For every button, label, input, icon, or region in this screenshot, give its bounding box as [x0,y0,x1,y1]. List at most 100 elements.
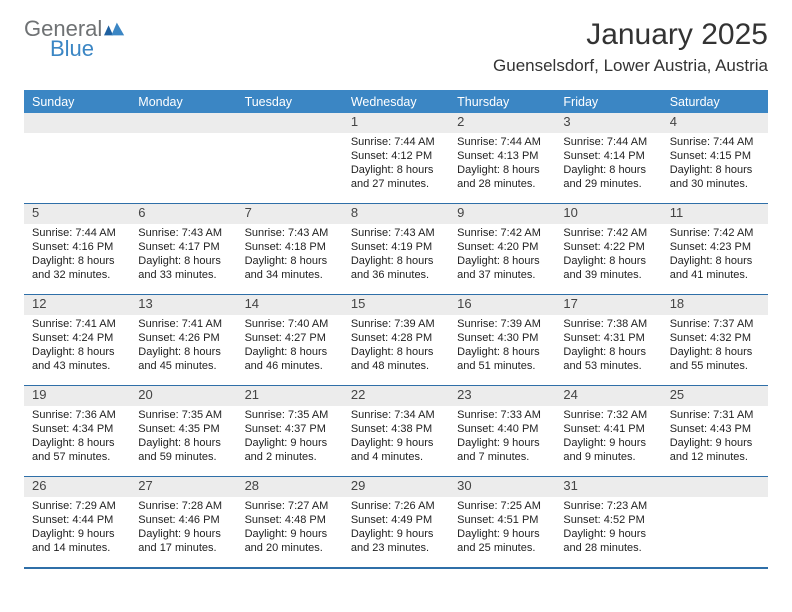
calendar-day: 16Sunrise: 7:39 AMSunset: 4:30 PMDayligh… [449,295,555,385]
calendar-week: ...1Sunrise: 7:44 AMSunset: 4:12 PMDayli… [24,113,768,203]
calendar-day: 31Sunrise: 7:23 AMSunset: 4:52 PMDayligh… [555,477,661,567]
day-detail-line: and 32 minutes. [32,268,122,282]
day-of-week-cell: Thursday [449,92,555,113]
day-detail-line: Sunrise: 7:29 AM [32,499,122,513]
day-of-week-cell: Sunday [24,92,130,113]
day-detail-line: Daylight: 9 hours [670,436,760,450]
day-number: 12 [24,295,130,315]
day-detail-line: Daylight: 9 hours [457,527,547,541]
day-detail-line: Daylight: 8 hours [138,345,228,359]
day-detail-line: Sunset: 4:34 PM [32,422,122,436]
day-number: 17 [555,295,661,315]
day-detail-line: and 25 minutes. [457,541,547,555]
day-details: Sunrise: 7:35 AMSunset: 4:37 PMDaylight:… [237,406,343,468]
day-detail-line: Sunset: 4:19 PM [351,240,441,254]
day-detail-line: Sunrise: 7:27 AM [245,499,335,513]
day-of-week-header: SundayMondayTuesdayWednesdayThursdayFrid… [24,92,768,113]
day-detail-line: Sunset: 4:49 PM [351,513,441,527]
day-details: Sunrise: 7:38 AMSunset: 4:31 PMDaylight:… [555,315,661,377]
day-details: Sunrise: 7:41 AMSunset: 4:24 PMDaylight:… [24,315,130,377]
day-number: 22 [343,386,449,406]
day-details: Sunrise: 7:26 AMSunset: 4:49 PMDaylight:… [343,497,449,559]
day-details: Sunrise: 7:44 AMSunset: 4:14 PMDaylight:… [555,133,661,195]
calendar-day: . [237,113,343,203]
day-detail-line: Sunrise: 7:39 AM [457,317,547,331]
day-details: Sunrise: 7:43 AMSunset: 4:18 PMDaylight:… [237,224,343,286]
day-detail-line: Sunrise: 7:35 AM [245,408,335,422]
calendar-day: 17Sunrise: 7:38 AMSunset: 4:31 PMDayligh… [555,295,661,385]
day-of-week-cell: Saturday [662,92,768,113]
day-details: Sunrise: 7:39 AMSunset: 4:30 PMDaylight:… [449,315,555,377]
day-detail-line: Sunset: 4:26 PM [138,331,228,345]
day-detail-line: and 28 minutes. [457,177,547,191]
day-number: . [130,113,236,133]
day-detail-line: and 20 minutes. [245,541,335,555]
day-details: Sunrise: 7:33 AMSunset: 4:40 PMDaylight:… [449,406,555,468]
day-number: . [237,113,343,133]
calendar-day: 28Sunrise: 7:27 AMSunset: 4:48 PMDayligh… [237,477,343,567]
day-details: Sunrise: 7:42 AMSunset: 4:20 PMDaylight:… [449,224,555,286]
day-details [24,133,130,139]
day-detail-line: Sunset: 4:20 PM [457,240,547,254]
day-detail-line: Sunrise: 7:34 AM [351,408,441,422]
calendar-day: . [662,477,768,567]
day-detail-line: Daylight: 9 hours [138,527,228,541]
day-detail-line: Sunrise: 7:35 AM [138,408,228,422]
day-detail-line: Sunset: 4:48 PM [245,513,335,527]
day-detail-line: Daylight: 9 hours [457,436,547,450]
day-number: 29 [343,477,449,497]
day-number: 14 [237,295,343,315]
calendar-day: 14Sunrise: 7:40 AMSunset: 4:27 PMDayligh… [237,295,343,385]
day-details: Sunrise: 7:36 AMSunset: 4:34 PMDaylight:… [24,406,130,468]
day-number: 13 [130,295,236,315]
day-details: Sunrise: 7:43 AMSunset: 4:17 PMDaylight:… [130,224,236,286]
day-number: 31 [555,477,661,497]
day-number: 7 [237,204,343,224]
day-of-week-cell: Monday [130,92,236,113]
day-details: Sunrise: 7:37 AMSunset: 4:32 PMDaylight:… [662,315,768,377]
calendar-day: . [24,113,130,203]
day-detail-line: Sunset: 4:13 PM [457,149,547,163]
calendar-week: 19Sunrise: 7:36 AMSunset: 4:34 PMDayligh… [24,385,768,476]
logo-word-2: Blue [50,38,126,60]
calendar-day: 6Sunrise: 7:43 AMSunset: 4:17 PMDaylight… [130,204,236,294]
day-detail-line: and 30 minutes. [670,177,760,191]
day-detail-line: Sunset: 4:18 PM [245,240,335,254]
calendar-day: 25Sunrise: 7:31 AMSunset: 4:43 PMDayligh… [662,386,768,476]
day-detail-line: Sunrise: 7:28 AM [138,499,228,513]
day-detail-line: Daylight: 9 hours [32,527,122,541]
day-details: Sunrise: 7:28 AMSunset: 4:46 PMDaylight:… [130,497,236,559]
calendar-day: 23Sunrise: 7:33 AMSunset: 4:40 PMDayligh… [449,386,555,476]
day-number: 11 [662,204,768,224]
day-detail-line: Sunset: 4:23 PM [670,240,760,254]
day-details: Sunrise: 7:44 AMSunset: 4:13 PMDaylight:… [449,133,555,195]
calendar-day: 27Sunrise: 7:28 AMSunset: 4:46 PMDayligh… [130,477,236,567]
day-details: Sunrise: 7:27 AMSunset: 4:48 PMDaylight:… [237,497,343,559]
day-detail-line: Daylight: 8 hours [245,345,335,359]
day-number: . [24,113,130,133]
day-details: Sunrise: 7:44 AMSunset: 4:16 PMDaylight:… [24,224,130,286]
day-detail-line: Daylight: 9 hours [245,527,335,541]
day-detail-line: and 14 minutes. [32,541,122,555]
day-detail-line: Daylight: 8 hours [351,163,441,177]
day-detail-line: Sunset: 4:22 PM [563,240,653,254]
day-detail-line: Sunrise: 7:42 AM [670,226,760,240]
day-detail-line: and 59 minutes. [138,450,228,464]
day-detail-line: Daylight: 8 hours [32,436,122,450]
day-detail-line: Sunrise: 7:31 AM [670,408,760,422]
calendar-day: 5Sunrise: 7:44 AMSunset: 4:16 PMDaylight… [24,204,130,294]
calendar-day: 10Sunrise: 7:42 AMSunset: 4:22 PMDayligh… [555,204,661,294]
day-detail-line: Sunrise: 7:42 AM [563,226,653,240]
day-number: 26 [24,477,130,497]
day-detail-line: and 34 minutes. [245,268,335,282]
day-of-week-cell: Tuesday [237,92,343,113]
day-detail-line: and 37 minutes. [457,268,547,282]
day-of-week-cell: Wednesday [343,92,449,113]
day-detail-line: Sunrise: 7:43 AM [138,226,228,240]
calendar-day: 15Sunrise: 7:39 AMSunset: 4:28 PMDayligh… [343,295,449,385]
day-detail-line: Sunrise: 7:44 AM [563,135,653,149]
day-detail-line: Daylight: 8 hours [245,254,335,268]
calendar-day: 9Sunrise: 7:42 AMSunset: 4:20 PMDaylight… [449,204,555,294]
day-detail-line: Sunset: 4:52 PM [563,513,653,527]
day-detail-line: and 23 minutes. [351,541,441,555]
